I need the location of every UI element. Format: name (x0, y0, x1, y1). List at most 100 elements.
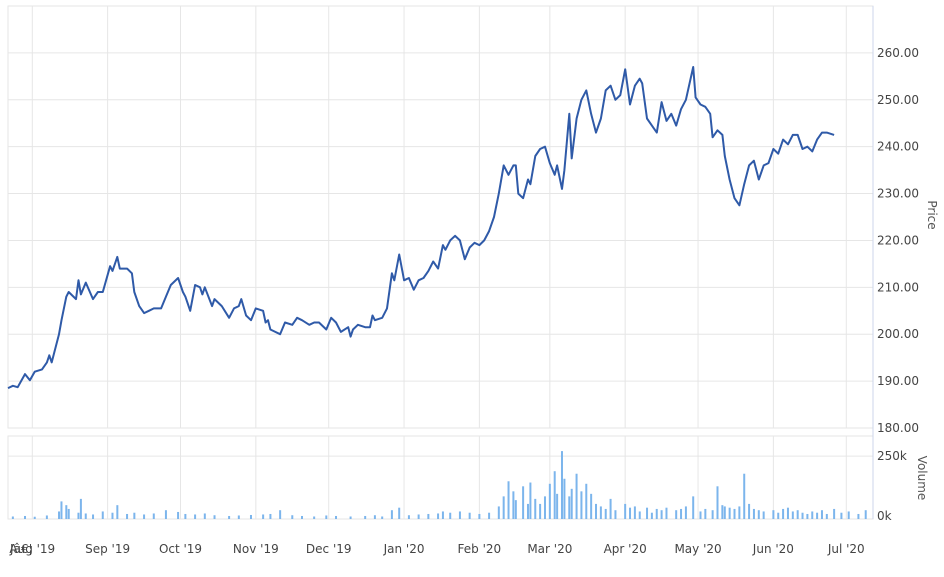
volume-bar (325, 515, 328, 519)
volume-bar (67, 508, 70, 519)
volume-bar (512, 491, 515, 519)
volume-bar (45, 515, 48, 519)
volume-bar (816, 512, 819, 519)
volume-bar (522, 486, 525, 519)
volume-bar (680, 508, 683, 519)
volume-bar (568, 496, 571, 519)
volume-bar (633, 506, 636, 519)
volume-bar (177, 511, 180, 519)
volume-bar (646, 507, 649, 519)
volume-axis-label: Volume (915, 456, 929, 501)
volume-bar (184, 513, 187, 519)
volume-tick-label: 0k (877, 509, 892, 523)
volume-bar (335, 515, 338, 519)
volume-bar (507, 481, 510, 519)
x-tick-label: May '20 (674, 542, 721, 556)
volume-bar (782, 508, 785, 519)
volume-bar (738, 506, 741, 519)
volume-bar (111, 512, 114, 519)
x-tick-label: Jun '20 (752, 542, 794, 556)
volume-bar (723, 506, 726, 519)
volume-bar (638, 511, 641, 519)
volume-bar (407, 515, 410, 519)
volume-bar (381, 516, 384, 519)
volume-bar (398, 507, 401, 519)
x-tick-label: Apr '20 (604, 542, 647, 556)
volume-bar (857, 513, 860, 519)
volume-bar (262, 514, 265, 519)
volume-bar (811, 511, 814, 519)
volume-bar (65, 505, 68, 519)
volume-bar (60, 501, 63, 519)
volume-bar (614, 510, 617, 519)
volume-bar (92, 514, 95, 519)
volume-bar (595, 503, 598, 519)
price-tick-label: 180.00 (877, 421, 919, 435)
volume-bar (449, 512, 452, 519)
volume-bar (585, 483, 588, 519)
volume-bar (468, 512, 471, 519)
volume-bar (497, 506, 500, 519)
volume-bar (762, 511, 765, 519)
axis-layer: Jâ€¦Aug '19 Sep '19 Oct '19 Nov '19 Dec '19 J… (9, 6, 919, 556)
price-tick-label: 240.00 (877, 140, 919, 154)
volume-bar (349, 516, 352, 519)
volume-bar (24, 515, 27, 519)
volume-bar (796, 510, 799, 519)
volume-bar (833, 508, 836, 519)
volume-bar (529, 482, 532, 519)
x-tick-label: Oct '19 (159, 542, 202, 556)
volume-bar (427, 513, 430, 519)
volume-bar (539, 503, 542, 519)
volume-bar (164, 510, 167, 519)
volume-bar (194, 514, 197, 519)
volume-bar (313, 516, 316, 519)
volume-bar (553, 471, 556, 519)
price-tick-label: 210.00 (877, 280, 919, 294)
volume-bar (548, 483, 551, 519)
x-tick-label: Nov '19 (233, 542, 279, 556)
price-layer (7, 66, 835, 390)
volume-bar (563, 478, 566, 519)
volume-bar (590, 493, 593, 519)
grid-layer (7, 5, 874, 520)
volume-bar (624, 503, 627, 519)
volume-bar (609, 498, 612, 519)
volume-bar (599, 506, 602, 519)
volume-bar (733, 508, 736, 519)
volume-bar (514, 500, 517, 519)
volume-bar (203, 513, 206, 519)
volume-bar (269, 513, 272, 519)
volume-bar (840, 512, 843, 519)
volume-bar (458, 511, 461, 519)
x-tick-label: Aug '19 (9, 542, 55, 556)
volume-layer (11, 451, 867, 519)
volume-bar (390, 510, 393, 519)
x-tick-label: Sep '19 (85, 542, 130, 556)
volume-bar (133, 512, 136, 519)
volume-bar (704, 508, 707, 519)
volume-bar (777, 512, 780, 519)
volume-bar (77, 512, 80, 519)
volume-bar (58, 511, 61, 519)
volume-bar (101, 511, 104, 519)
volume-bar (825, 513, 828, 519)
volume-bar (660, 510, 663, 519)
volume-bar (213, 515, 216, 519)
price-line (7, 66, 835, 390)
x-tick-label: Mar '20 (527, 542, 572, 556)
volume-bar (820, 510, 823, 519)
volume-bar (864, 510, 867, 519)
volume-bar (675, 510, 678, 519)
volume-bar (580, 491, 583, 519)
volume-bar (716, 486, 719, 519)
volume-bar (152, 513, 155, 519)
volume-bar (291, 515, 294, 519)
volume-bar (126, 513, 129, 519)
volume-bar (526, 503, 529, 519)
volume-bar (116, 505, 119, 519)
price-axis-label: Price (925, 200, 939, 229)
volume-bar (575, 473, 578, 519)
volume-bar (279, 510, 282, 519)
